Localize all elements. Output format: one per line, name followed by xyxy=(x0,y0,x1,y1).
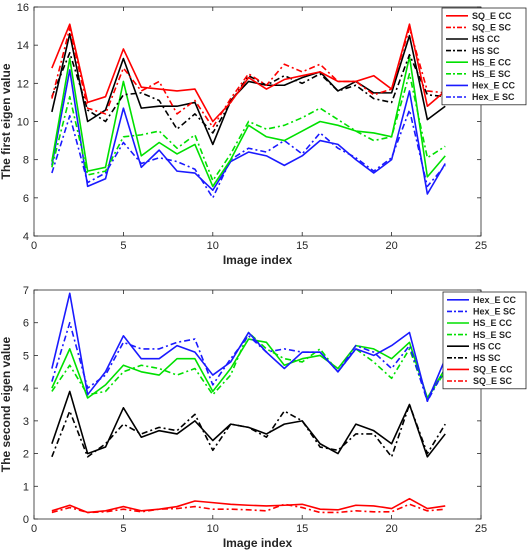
plot-area xyxy=(33,289,482,520)
x-tick-label: 0 xyxy=(31,240,37,252)
y-tick-label: 2 xyxy=(23,449,29,461)
legend-entry: HS_E SC xyxy=(472,69,511,79)
x-tick-label: 0 xyxy=(31,523,37,535)
y-tick-label: 5 xyxy=(23,350,29,362)
x-tick-label: 15 xyxy=(296,523,308,535)
legend-entry: HS SC xyxy=(473,353,501,363)
first-eigen-value-chart: 0 5 10 15 20 25 4 6 8 10 12 14 16 Image index The firs… xyxy=(0,2,527,267)
legend-entry: HS_E SC xyxy=(473,330,512,340)
series-line-sq-e-sc xyxy=(51,27,446,129)
legend-entry: HS SC xyxy=(472,46,500,56)
y-tick-label: 7 xyxy=(23,285,29,297)
x-tick-label: 5 xyxy=(120,523,126,535)
legend-entry: SQ_E CC xyxy=(473,365,513,375)
y-tick-label: 6 xyxy=(23,193,29,205)
legend-entry: Hex_E CC xyxy=(472,81,516,91)
legend-entry: HS_E CC xyxy=(473,318,513,328)
y-tick-label: 16 xyxy=(17,2,29,14)
y-tick-label: 10 xyxy=(17,117,29,129)
legend-entry: SQ_E SC xyxy=(472,23,512,33)
x-tick-label: 10 xyxy=(207,240,219,252)
legend-entry: Hex_E CC xyxy=(473,295,517,305)
y-tick-label: 4 xyxy=(23,383,29,395)
second-eigen-value-chart: 0 5 10 15 20 25 0 1 2 3 4 5 6 7 Image index The second … xyxy=(0,285,527,550)
y-tick-label: 4 xyxy=(23,231,29,243)
x-tick-label: 25 xyxy=(475,523,487,535)
series-line-hex-e-cc xyxy=(51,292,446,403)
legend-entry: SQ_E CC xyxy=(472,11,512,21)
series-line-hs-e-cc xyxy=(51,55,446,188)
x-tick-label: 5 xyxy=(120,240,126,252)
series-line-hs-cc xyxy=(51,390,446,458)
y-tick-label: 3 xyxy=(23,416,29,428)
x-tick-label: 15 xyxy=(296,240,308,252)
legend-entry: Hex_E SC xyxy=(473,307,516,317)
legend-entry: Hex_E SC xyxy=(472,92,515,102)
y-tick-label: 14 xyxy=(17,40,29,52)
x-tick-label: 25 xyxy=(475,240,487,252)
series-line-sq-e-cc xyxy=(51,497,446,514)
series-line-hs-sc xyxy=(51,51,446,134)
y-tick-label: 6 xyxy=(23,318,29,330)
legend-entry: SQ_E SC xyxy=(473,376,513,386)
series-line-hex-e-sc xyxy=(51,109,446,199)
y-axis-label: The first eigen value xyxy=(0,63,13,179)
legend-entry: HS CC xyxy=(473,341,502,351)
x-tick-label: 10 xyxy=(207,523,219,535)
y-axis-label: The second eigen value xyxy=(0,336,13,472)
series-line-hex-e-sc xyxy=(51,321,446,403)
series-line-sq-e-sc xyxy=(51,503,446,514)
y-tick-label: 0 xyxy=(23,514,29,526)
legend-box xyxy=(441,7,527,106)
series-line-sq-e-cc xyxy=(51,23,446,123)
legend-box xyxy=(442,291,527,390)
legend-entry: HS CC xyxy=(472,34,501,44)
legend-entry: HS_E CC xyxy=(472,57,512,67)
y-tick-label: 8 xyxy=(23,155,29,167)
series-line-hs-cc xyxy=(51,32,446,146)
series-line-hs-e-sc xyxy=(51,72,446,182)
x-tick-label: 20 xyxy=(385,523,397,535)
x-axis-label: Image index xyxy=(223,253,293,267)
y-tick-label: 12 xyxy=(17,78,29,90)
y-tick-label: 1 xyxy=(23,481,29,493)
x-axis-label: Image index xyxy=(223,536,293,550)
x-tick-label: 20 xyxy=(385,240,397,252)
series-line-hex-e-cc xyxy=(51,69,446,195)
